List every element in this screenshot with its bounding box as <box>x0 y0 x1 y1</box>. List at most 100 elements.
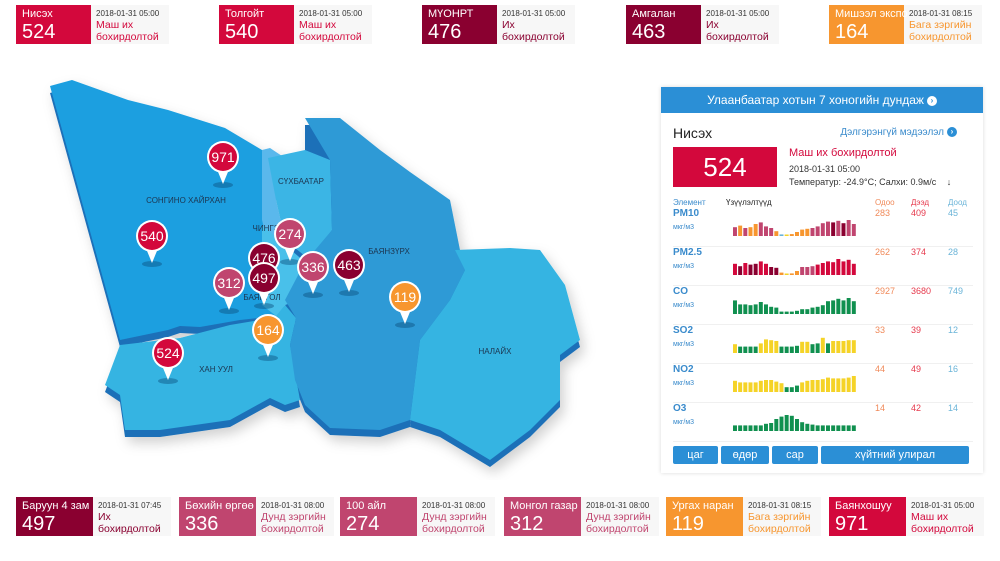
sparkline-bar <box>789 311 794 314</box>
pin-shadow <box>213 182 233 188</box>
pollutant-high: 39 <box>911 325 922 335</box>
pollutant-row[interactable]: O3 мкг/м3 14 42 14 <box>673 403 973 442</box>
station-status: Дунд зэргийн бохирдолтой <box>261 511 326 535</box>
period-day-button[interactable]: өдөр <box>721 446 769 464</box>
pin-value: 476 <box>252 250 276 266</box>
sparkline-bar <box>820 305 825 314</box>
sparkline-bar <box>779 311 784 314</box>
sparkline-bar <box>795 232 799 236</box>
sparkline-bar <box>758 302 763 314</box>
map-pin[interactable]: 497 <box>248 262 280 309</box>
sparkline-bar <box>769 228 774 236</box>
chevron-right-icon: › <box>947 127 957 138</box>
pin-value: 540 <box>140 228 164 244</box>
sparkline-bar <box>846 425 851 431</box>
sparkline-bar <box>748 264 753 275</box>
station-card[interactable]: Баруун 4 зам 497 2018-01-31 07:45 Их бохирд… <box>16 497 171 536</box>
station-badge: Баруун 4 зам 497 <box>16 497 93 536</box>
period-winter-button[interactable]: хүйтний улирал <box>821 446 969 464</box>
pin-value: 164 <box>256 322 280 338</box>
sparkline-bar <box>743 228 748 236</box>
station-card[interactable]: Бөхийн өргөө 336 2018-01-31 08:00 Дунд зэрг… <box>179 497 334 536</box>
sparkline-bar <box>805 228 810 236</box>
map-pin[interactable]: 540 <box>136 220 168 267</box>
station-aqi: 336 <box>185 513 219 535</box>
station-card[interactable]: Мишээл экспо 164 2018-01-31 08:15 Бага зэрг… <box>829 5 982 44</box>
sparkline-bar <box>841 300 846 314</box>
station-status: Их бохирдолтой <box>706 19 769 43</box>
pollutant-row[interactable]: CO мкг/м3 2927 3680 749 <box>673 286 973 325</box>
pollutant-low: 45 <box>948 208 959 218</box>
station-card[interactable]: Нисэх 524 2018-01-31 05:00 Маш их бохирдолт… <box>16 5 169 44</box>
weekly-average-header[interactable]: Улаанбаатар хотын 7 хоногийн дундаж › <box>661 87 983 113</box>
station-name: Ургах наран <box>672 500 734 512</box>
station-card[interactable]: Баянхошуу 971 2018-01-31 05:00 Маш их бохир… <box>829 497 984 536</box>
sparkline-bar <box>795 310 799 314</box>
pollutant-high: 374 <box>911 247 927 257</box>
map-pin[interactable]: 164 <box>252 314 284 361</box>
station-card[interactable]: Амгалан 463 2018-01-31 05:00 Их бохирдолтой <box>626 5 779 44</box>
map-pin[interactable]: 524 <box>152 337 184 384</box>
pollutant-unit: мкг/м3 <box>673 380 695 387</box>
col-high: Дээд <box>911 198 930 207</box>
sparkline-bar <box>795 419 799 431</box>
sparkline-bar <box>769 267 774 275</box>
sparkline-bar <box>733 263 737 275</box>
pollutant-row[interactable]: SO2 мкг/м3 33 39 12 <box>673 325 973 364</box>
map-pin[interactable]: 971 <box>207 141 239 188</box>
station-card[interactable]: Монгол газар 312 2018-01-31 08:00 Дунд зэрг… <box>504 497 659 536</box>
map-pin[interactable]: 274 <box>274 218 306 265</box>
pin-value: 274 <box>278 226 302 242</box>
period-hour-button[interactable]: цаг <box>673 446 718 464</box>
pollutant-now: 33 <box>875 325 886 335</box>
map-pin[interactable]: 463 <box>333 249 365 296</box>
sparkline-bar <box>738 225 743 236</box>
col-indicators: Үзүүлэлтүүд <box>726 198 772 207</box>
sparkline-bar <box>836 378 841 392</box>
map-pin[interactable]: 119 <box>389 281 421 328</box>
more-info-link[interactable]: Дэлгэрэнгүй мэдээлэл › <box>840 127 957 138</box>
district-khanuul[interactable] <box>105 305 300 430</box>
pin-shadow <box>219 308 239 314</box>
sparkline-bar <box>795 345 799 353</box>
pin-fill <box>254 316 282 344</box>
map-pin[interactable]: 336 <box>297 251 329 298</box>
station-card[interactable]: Ургах наран 119 2018-01-31 08:15 Бага зэрги… <box>666 497 821 536</box>
sparkline <box>733 415 856 431</box>
station-card[interactable]: Толгойт 540 2018-01-31 05:00 Маш их бохирдо… <box>219 5 372 44</box>
pin-value: 524 <box>156 345 180 361</box>
station-name: Баруун 4 зам <box>22 500 90 512</box>
sparkline-bar <box>826 343 830 353</box>
station-badge: Амгалан 463 <box>626 5 701 44</box>
sparkline-bar <box>738 425 743 431</box>
sparkline-bar <box>810 307 815 314</box>
station-aqi: 463 <box>632 21 666 43</box>
col-element: Элемент <box>673 198 706 207</box>
station-status: Их бохирдолтой <box>98 511 161 535</box>
pollutant-row[interactable]: NO2 мкг/м3 44 49 16 <box>673 364 973 403</box>
station-time: 2018-01-31 05:00 <box>911 501 975 510</box>
station-time: 2018-01-31 05:00 <box>706 9 770 18</box>
station-info: 2018-01-31 05:00 Маш их бохирдолтой <box>294 5 372 44</box>
pollutant-row[interactable]: PM2.5 мкг/м3 262 374 28 <box>673 247 973 286</box>
sparkline-bar <box>753 346 758 353</box>
weekly-average-label: Улаанбаатар хотын 7 хоногийн дундаж <box>707 93 924 107</box>
sparkline-bar <box>769 423 774 431</box>
station-status: Дунд зэргийн бохирдолтой <box>422 511 487 535</box>
sparkline-bar <box>831 425 836 431</box>
station-card[interactable]: 100 айл 274 2018-01-31 08:00 Дунд зэргийн б… <box>340 497 495 536</box>
district-bayanzurkh[interactable] <box>285 118 470 430</box>
sparkline-bar <box>738 382 743 392</box>
pollutant-name: SO2 <box>673 325 694 336</box>
sparkline-bar <box>738 304 743 314</box>
pollutant-row[interactable]: PM10 мкг/м3 283 409 45 <box>673 208 973 247</box>
weather-text: Температур: -24.9°C; Салхи: 0.9м/с <box>789 177 937 187</box>
period-month-button[interactable]: сар <box>772 446 818 464</box>
map-pin[interactable]: 312 <box>213 267 245 314</box>
aqi-timestamp: 2018-01-31 05:00 <box>789 164 861 174</box>
sparkline-bar <box>795 385 799 392</box>
district-nalaikh[interactable] <box>410 248 580 460</box>
sparkline-bar <box>815 425 820 431</box>
sparkline-bar <box>805 341 810 353</box>
station-card[interactable]: МҮОНРТ 476 2018-01-31 05:00 Их бохирдолтой <box>422 5 575 44</box>
